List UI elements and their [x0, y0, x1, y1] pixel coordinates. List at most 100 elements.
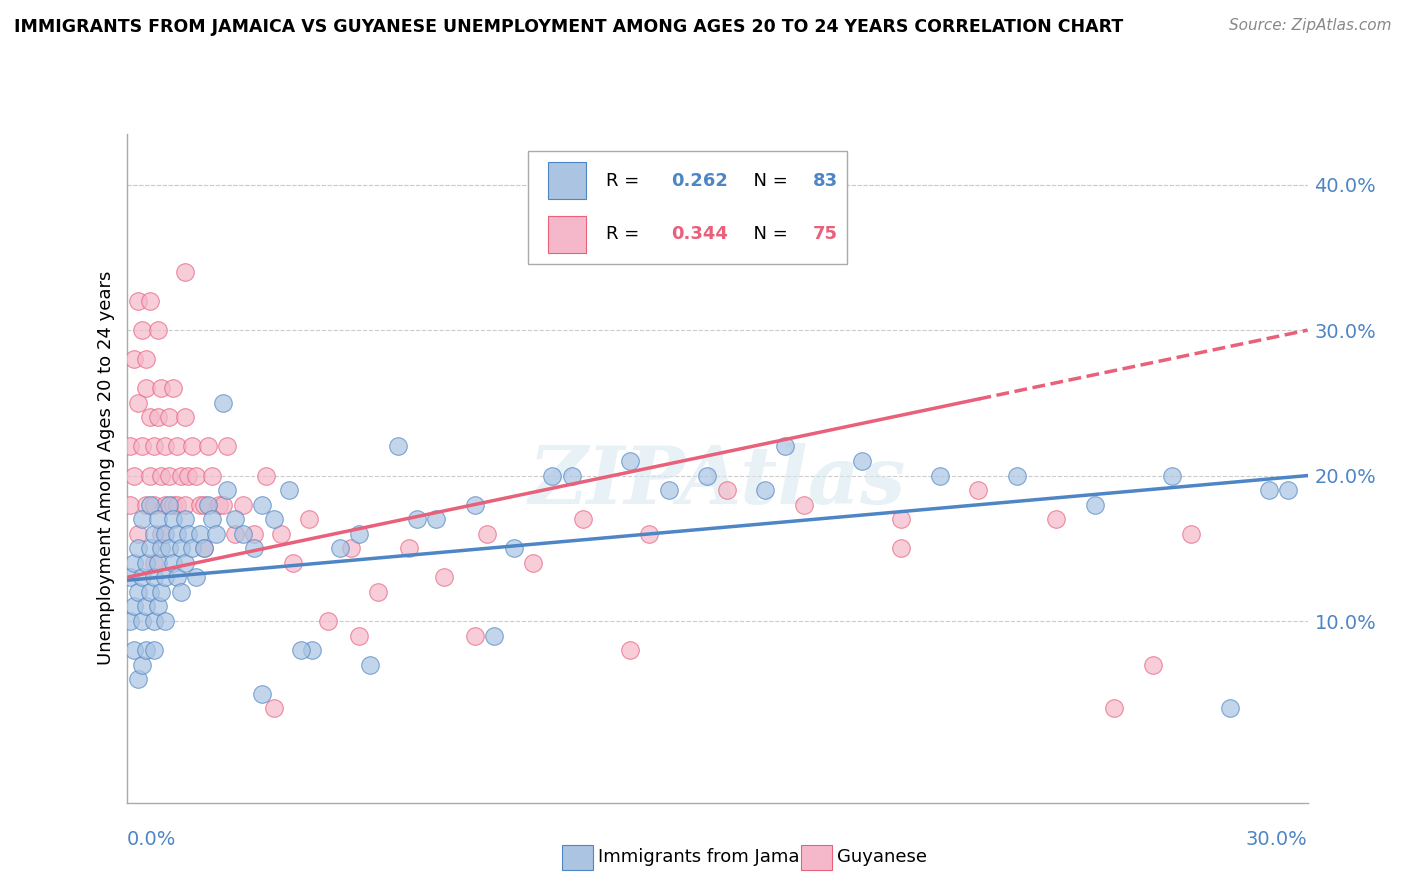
Point — [773, 440, 796, 454]
Point — [139, 410, 162, 425]
Point — [967, 483, 990, 497]
Point — [127, 672, 149, 686]
Point — [181, 541, 204, 556]
Point — [173, 556, 195, 570]
Point — [127, 585, 149, 599]
Point — [658, 483, 681, 497]
Point — [135, 556, 157, 570]
Point — [162, 556, 184, 570]
Point — [170, 468, 193, 483]
Point — [1102, 701, 1125, 715]
Text: 0.0%: 0.0% — [127, 830, 176, 848]
Point — [484, 628, 506, 642]
Point — [135, 352, 157, 367]
Point — [135, 498, 157, 512]
Text: 30.0%: 30.0% — [1246, 830, 1308, 848]
Point — [150, 541, 173, 556]
Point — [127, 526, 149, 541]
Point — [250, 687, 273, 701]
Point — [541, 468, 564, 483]
Point — [170, 541, 193, 556]
Point — [120, 570, 142, 584]
Point — [181, 440, 204, 454]
Point — [360, 657, 382, 672]
Point — [162, 512, 184, 526]
Point — [197, 440, 219, 454]
Point — [212, 498, 235, 512]
Point — [890, 541, 912, 556]
Point — [157, 468, 180, 483]
Point — [146, 556, 169, 570]
Point — [433, 570, 456, 584]
Point — [139, 585, 162, 599]
Point — [127, 294, 149, 309]
Point — [1084, 498, 1107, 512]
FancyBboxPatch shape — [529, 151, 846, 264]
Text: Immigrants from Jamaica: Immigrants from Jamaica — [598, 848, 825, 866]
Point — [146, 599, 169, 614]
Point — [347, 628, 370, 642]
Point — [131, 657, 153, 672]
Point — [561, 468, 583, 483]
Point — [464, 498, 486, 512]
Point — [619, 643, 641, 657]
Point — [186, 468, 208, 483]
Point — [142, 643, 165, 657]
Text: R =: R = — [606, 171, 645, 190]
Point — [208, 498, 231, 512]
Text: N =: N = — [742, 171, 793, 190]
Point — [124, 556, 146, 570]
Point — [638, 526, 661, 541]
Text: ZIPAtlas: ZIPAtlas — [529, 443, 905, 520]
Point — [270, 526, 292, 541]
Point — [201, 468, 224, 483]
Point — [1219, 701, 1241, 715]
Point — [166, 526, 188, 541]
Point — [619, 454, 641, 468]
Point — [131, 570, 153, 584]
Point — [193, 541, 215, 556]
Point — [1277, 483, 1299, 497]
Point — [475, 526, 498, 541]
Point — [224, 526, 246, 541]
Point — [212, 396, 235, 410]
Point — [177, 526, 200, 541]
Point — [157, 498, 180, 512]
Text: R =: R = — [606, 225, 645, 244]
Point — [135, 643, 157, 657]
Point — [316, 614, 339, 628]
Point — [173, 265, 195, 279]
Point — [232, 526, 254, 541]
Point — [928, 468, 950, 483]
Text: 83: 83 — [813, 171, 838, 190]
Point — [572, 512, 595, 526]
Point — [1142, 657, 1164, 672]
Point — [502, 541, 524, 556]
Point — [254, 468, 277, 483]
Point — [142, 556, 165, 570]
Text: Guyanese: Guyanese — [837, 848, 927, 866]
Point — [139, 468, 162, 483]
Point — [328, 541, 350, 556]
Point — [131, 614, 153, 628]
Point — [146, 512, 169, 526]
Point — [120, 440, 142, 454]
Text: 0.344: 0.344 — [671, 225, 728, 244]
Point — [150, 381, 173, 395]
Y-axis label: Unemployment Among Ages 20 to 24 years: Unemployment Among Ages 20 to 24 years — [97, 271, 115, 665]
Point — [124, 352, 146, 367]
Point — [1005, 468, 1028, 483]
Point — [139, 541, 162, 556]
Point — [522, 556, 544, 570]
Point — [135, 381, 157, 395]
Point — [150, 585, 173, 599]
Point — [250, 498, 273, 512]
Point — [387, 440, 409, 454]
Point — [243, 526, 266, 541]
Point — [193, 498, 215, 512]
Point — [464, 628, 486, 642]
Point — [155, 498, 177, 512]
Point — [150, 468, 173, 483]
Point — [173, 498, 195, 512]
Point — [162, 498, 184, 512]
